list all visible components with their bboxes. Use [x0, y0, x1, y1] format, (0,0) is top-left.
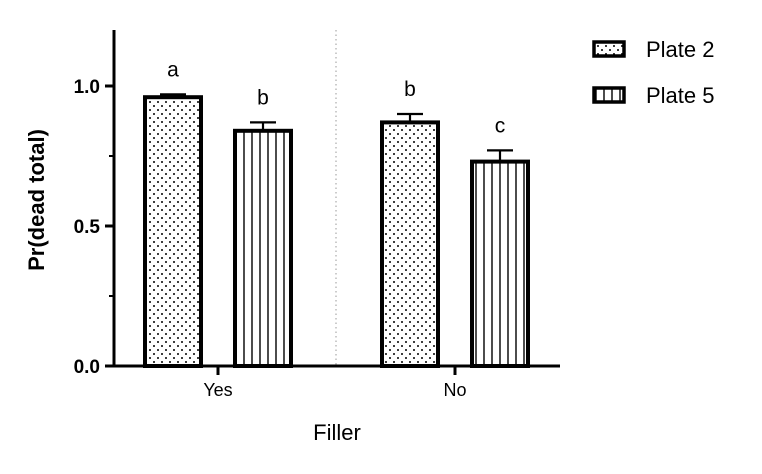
significance-letter: c: [495, 114, 506, 137]
legend-swatch-plate-2: [592, 40, 626, 58]
significance-letter: b: [404, 78, 416, 101]
legend-label: Plate 5: [646, 83, 715, 108]
significance-letter: b: [257, 86, 269, 109]
x-tick-label: Yes: [203, 380, 232, 400]
legend-label: Plate 2: [646, 37, 715, 62]
x-axis-label: Filler: [313, 420, 361, 445]
x-tick-label: No: [443, 380, 466, 400]
bar-plate-5-yes: [233, 128, 293, 368]
legend-swatch-plate-5: [592, 86, 626, 104]
bar-plate-2-no: [380, 120, 440, 369]
significance-letter: a: [167, 58, 179, 81]
bar-plate-2-yes: [143, 95, 203, 368]
y-tick-label: 0.0: [74, 357, 100, 378]
bar-plate-5-no: [470, 159, 530, 368]
y-axis-label: Pr(dead total): [24, 129, 49, 271]
y-tick-label: 0.5: [74, 217, 101, 238]
y-tick-label: 1.0: [74, 77, 100, 98]
